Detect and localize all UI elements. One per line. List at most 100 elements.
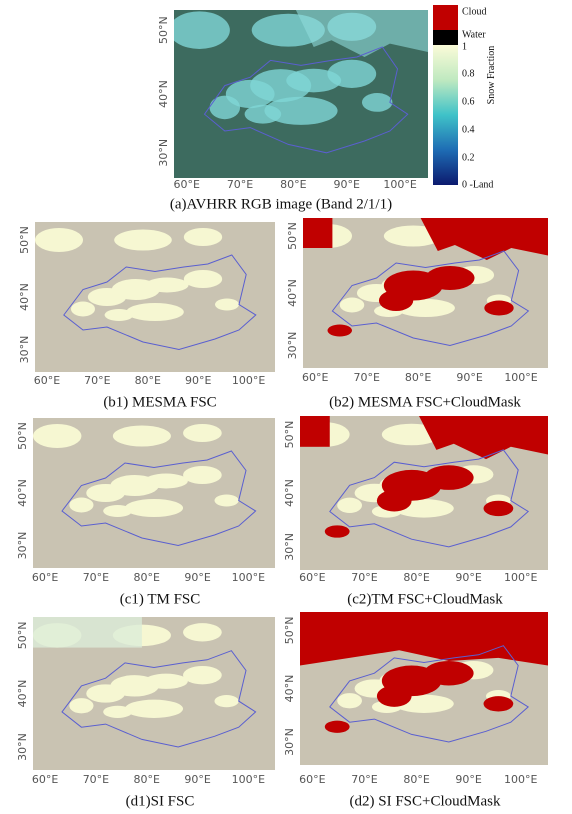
- snow-patch: [103, 505, 133, 517]
- snow-patch: [183, 424, 222, 442]
- colorbar-label: Water: [462, 29, 486, 40]
- cloud-mask: [378, 290, 414, 311]
- cloud-mask: [419, 416, 548, 460]
- water-swatch: [433, 30, 458, 45]
- y-tick-label: 50°N: [18, 226, 31, 254]
- y-tick-label: 30°N: [283, 533, 296, 561]
- x-tick-label: 60°E: [32, 571, 58, 584]
- snow-gradient: [433, 45, 458, 185]
- colorbar-label: Cloud: [462, 6, 486, 17]
- y-tick-label: 40°N: [283, 479, 296, 507]
- map-panel: 60°E 70°E 80°E 90°E 100°E 50°N 40°N 30°N (c2)TM …: [283, 416, 548, 607]
- x-tick-label: 60°E: [34, 374, 60, 387]
- snow-patch: [126, 303, 184, 321]
- snow-patch: [339, 297, 365, 313]
- map-panel: 60°E 70°E 80°E 90°E 100°E 50°N 40°N 30°N (c1) TM…: [16, 418, 275, 607]
- y-tick-label: 40°N: [16, 479, 29, 507]
- y-tick-label: 50°N: [16, 621, 29, 649]
- cloud-mask: [424, 465, 474, 490]
- snow-patch: [183, 665, 222, 685]
- snow-patch: [337, 693, 362, 709]
- x-tick-label: 70°E: [83, 773, 109, 786]
- y-tick-label: 30°N: [16, 733, 29, 761]
- cloud-mask: [300, 612, 330, 643]
- x-tick-label: 90°E: [333, 178, 359, 191]
- snow-patch: [183, 270, 223, 288]
- plateau-outline: [63, 254, 257, 351]
- y-tick-label: 40°N: [18, 283, 31, 311]
- cloud-mask: [483, 500, 514, 517]
- x-tick-label: 90°E: [184, 773, 210, 786]
- x-tick-label: 100°E: [232, 374, 265, 387]
- x-tick-label: 70°E: [227, 178, 253, 191]
- snow-patch: [327, 59, 377, 88]
- snow-patch: [337, 497, 362, 514]
- snow-patch: [361, 92, 393, 112]
- plateau-outline: [61, 650, 257, 748]
- panel-caption: (c2)TM FSC+CloudMask: [347, 591, 503, 607]
- x-tick-label: 60°E: [173, 178, 199, 191]
- y-tick-label: 50°N: [283, 421, 296, 449]
- map-panel: 60°E 70°E 80°E 90°E 100°E 50°N 40°N 30°N (d2) SI…: [283, 612, 548, 809]
- cloud-mask: [484, 300, 514, 316]
- y-tick-label: 40°N: [283, 675, 296, 703]
- x-tick-label: 100°E: [232, 571, 265, 584]
- x-tick-label: 70°E: [83, 571, 109, 584]
- cloud-mask: [324, 525, 350, 538]
- x-tick-label: 100°E: [232, 773, 265, 786]
- cloud-mask: [300, 416, 330, 447]
- snow-patch: [183, 228, 223, 246]
- x-tick-label: 100°E: [504, 571, 537, 584]
- map-panel: 60°E 70°E 80°E 90°E 100°E 50°N 40°N 30°N (b1) ME…: [18, 222, 275, 410]
- colorbar-label: 0.8: [462, 68, 475, 79]
- y-tick-label: 30°N: [157, 139, 170, 167]
- y-tick-label: 30°N: [16, 532, 29, 560]
- plateau-outline: [61, 450, 257, 547]
- snow-patch: [214, 494, 239, 507]
- cloud-mask: [376, 489, 412, 512]
- x-tick-label: 100°E: [504, 371, 537, 384]
- snow-patch: [69, 698, 94, 714]
- snow-patch: [33, 424, 82, 448]
- map-panel: 60°E 70°E 80°E 90°E 100°E 50°N 40°N 30°N (b2) ME…: [286, 218, 548, 410]
- snow-patch: [183, 466, 222, 484]
- snow-patch: [286, 68, 342, 93]
- x-tick-label: 70°E: [351, 773, 377, 786]
- snow-patch: [264, 96, 338, 125]
- panel-caption: (d2) SI FSC+CloudMask: [350, 793, 501, 809]
- y-tick-label: 30°N: [18, 336, 31, 364]
- map: [303, 218, 548, 368]
- snow-patch: [114, 229, 172, 251]
- snow-patch: [215, 298, 239, 311]
- x-tick-label: 60°E: [299, 571, 325, 584]
- snow-patch: [35, 228, 83, 252]
- snow-patch: [144, 473, 188, 489]
- cloud-mask: [425, 266, 475, 290]
- colorbar-label: 0.4: [462, 124, 475, 135]
- y-tick-label: 50°N: [283, 616, 296, 644]
- x-tick-label: 90°E: [184, 571, 210, 584]
- x-tick-label: 60°E: [299, 773, 325, 786]
- panel-caption: (d1)SI FSC: [126, 793, 195, 809]
- y-tick-label: 50°N: [157, 16, 170, 44]
- panel-caption: (c1) TM FSC: [120, 591, 201, 607]
- map-panel: 60°E 70°E 80°E 90°E 100°E 50°N 40°N 30°N (d1)SI …: [16, 617, 275, 809]
- snow-patch: [244, 104, 282, 124]
- x-tick-label: 60°E: [302, 371, 328, 384]
- cloud-mask: [376, 685, 412, 707]
- sparse-snow: [33, 617, 142, 648]
- panel-caption: (b2) MESMA FSC+CloudMask: [329, 394, 521, 410]
- x-tick-label: 90°E: [185, 374, 211, 387]
- y-tick-label: 30°N: [283, 728, 296, 756]
- panel-caption: (a)AVHRR RGB image (Band 2/1/1): [170, 196, 392, 212]
- cloud-mask: [303, 218, 333, 248]
- x-tick-label: 90°E: [456, 371, 482, 384]
- colorbar-label: 0.6: [462, 96, 475, 107]
- x-tick-label: 80°E: [403, 773, 429, 786]
- x-tick-label: 70°E: [84, 374, 110, 387]
- map: [300, 612, 548, 765]
- y-tick-label: 40°N: [286, 279, 299, 307]
- snow-patch: [174, 11, 230, 49]
